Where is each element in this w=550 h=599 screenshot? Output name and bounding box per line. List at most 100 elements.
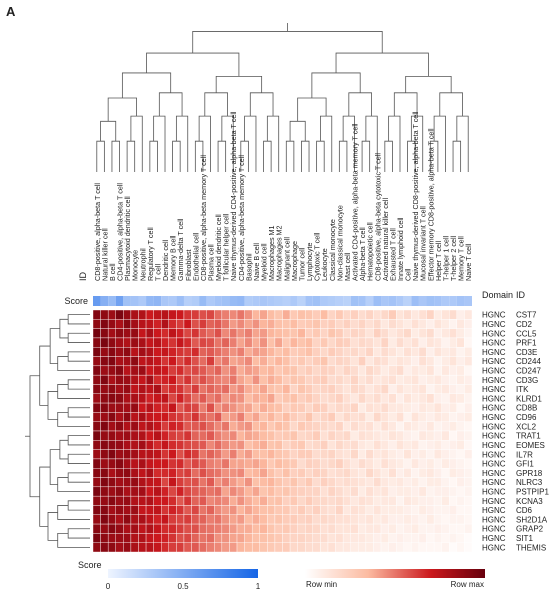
heatmap-cell: [297, 356, 306, 367]
heatmap-cell: [153, 477, 162, 488]
heatmap-cell: [456, 393, 465, 404]
heatmap-cell: [403, 440, 412, 450]
heatmap-cell: [183, 421, 192, 432]
heatmap-cell: [327, 356, 336, 367]
heatmap-cell: [138, 440, 147, 450]
heatmap-cell: [176, 440, 185, 450]
column-label: Activated natural killer cell: [381, 198, 390, 281]
heatmap-cell: [168, 542, 177, 553]
heatmap-cell: [176, 365, 185, 376]
heatmap-cell: [342, 309, 351, 320]
heatmap-cell: [456, 421, 465, 432]
heatmap-cell: [320, 337, 329, 348]
heatmap-cell: [433, 495, 442, 506]
heatmap-cell: [183, 514, 192, 525]
heatmap-cell: [191, 495, 200, 506]
heatmap-cell: [365, 319, 374, 329]
heatmap-cell: [206, 402, 215, 413]
heatmap-cell: [464, 347, 473, 357]
score-row-label: Score: [64, 296, 88, 306]
heatmap-cell: [191, 319, 200, 329]
heatmap-cell: [206, 347, 215, 357]
heatmap-cell: [297, 384, 306, 394]
heatmap-cell: [206, 486, 215, 497]
heatmap-cell: [350, 309, 359, 320]
score-cell: [237, 296, 245, 306]
score-cell: [199, 296, 207, 306]
heatmap-cell: [259, 495, 268, 506]
heatmap-cell: [229, 458, 238, 469]
dendrogram-branch: [388, 115, 401, 172]
score-cell: [229, 296, 238, 306]
heatmap-cell: [244, 449, 253, 460]
heatmap-cell: [297, 393, 306, 404]
heatmap-cell: [267, 505, 276, 515]
heatmap-cell: [183, 309, 192, 320]
row-domain-label: HGNC: [482, 515, 506, 524]
heatmap-cell: [244, 421, 253, 432]
heatmap-cell: [259, 523, 268, 534]
heatmap-cell: [274, 505, 283, 515]
heatmap-cell: [418, 356, 427, 367]
heatmap-cell: [335, 309, 344, 320]
heatmap-cell: [259, 486, 268, 497]
heatmap-cell: [449, 430, 458, 441]
heatmap-cell: [456, 486, 465, 497]
heatmap-cell: [138, 328, 147, 339]
heatmap-cell: [206, 514, 215, 525]
heatmap-cell: [449, 523, 458, 534]
heatmap-cell: [115, 514, 124, 525]
heatmap-cell: [161, 505, 170, 515]
heatmap-cell: [358, 477, 367, 488]
heatmap-cell: [289, 347, 298, 357]
heatmap-cell: [380, 309, 389, 320]
heatmap-cell: [426, 514, 435, 525]
heatmap-cell: [145, 402, 154, 413]
heatmap-cell: [388, 402, 397, 413]
heatmap-cell: [358, 533, 367, 543]
heatmap-cell: [350, 523, 359, 534]
heatmap-cell: [107, 440, 116, 450]
heatmap-cell: [327, 347, 336, 357]
heatmap-cell: [350, 421, 359, 432]
heatmap-cell: [191, 505, 200, 515]
heatmap-cell: [100, 430, 109, 441]
heatmap-cell: [320, 533, 329, 543]
dendrogram-branch: [67, 379, 90, 390]
heatmap-cell: [153, 430, 162, 441]
heatmap-cell: [130, 505, 139, 515]
heatmap-cell: [388, 477, 397, 488]
heatmap-cell: [289, 477, 298, 488]
heatmap-cell: [426, 505, 435, 515]
heatmap-cell: [464, 523, 473, 534]
heatmap-cell: [396, 495, 404, 506]
heatmap-cell: [312, 477, 321, 488]
heatmap-cell: [282, 486, 291, 497]
heatmap-cell: [342, 347, 351, 357]
heatmap-cell: [191, 402, 200, 413]
heatmap-cell: [350, 365, 359, 376]
heatmap-cell: [320, 477, 329, 488]
heatmap-cell: [244, 533, 253, 543]
heatmap-cell: [206, 337, 215, 348]
panel-label: A: [6, 4, 16, 19]
heatmap-cell: [153, 468, 162, 478]
row-gene-label: NLRC3: [516, 478, 543, 487]
heatmap-cell: [350, 514, 359, 525]
heatmap-cell: [441, 505, 450, 515]
heatmap-cell: [229, 486, 238, 497]
heatmap-cell: [388, 374, 397, 385]
heatmap-cell: [153, 523, 162, 534]
heatmap-cell: [342, 374, 351, 385]
heatmap-cell: [297, 533, 306, 543]
heatmap-cell: [145, 533, 154, 543]
column-label: T-helper 2 cell: [449, 235, 458, 281]
heatmap-cell: [433, 440, 442, 450]
row-domain-label: HGNC: [482, 404, 506, 413]
heatmap-cell: [107, 468, 116, 478]
column-label: Cytotoxic T cell: [313, 232, 322, 281]
heatmap-cell: [449, 309, 458, 320]
heatmap-cell: [297, 430, 306, 441]
row-domain-label: HGNC: [482, 488, 506, 497]
heatmap-cell: [350, 393, 359, 404]
